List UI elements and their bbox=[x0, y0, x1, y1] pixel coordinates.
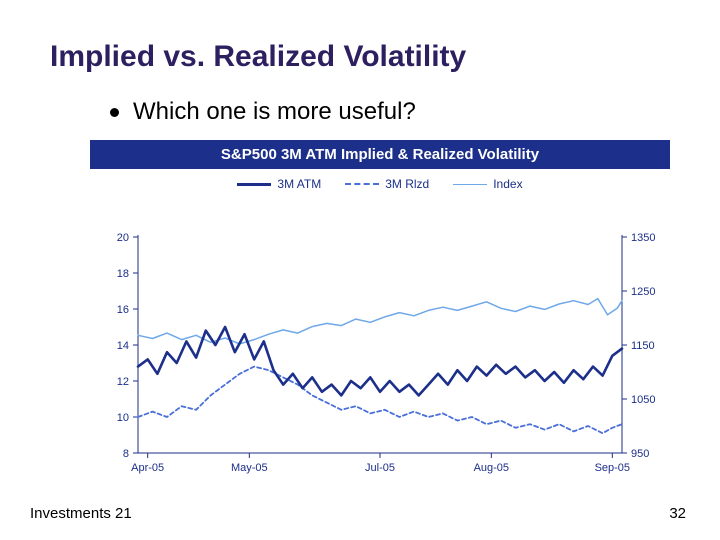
legend-swatch-rlzd bbox=[345, 183, 379, 185]
chart-container: S&P500 3M ATM Implied & Realized Volatil… bbox=[90, 140, 670, 485]
chart-svg: 8 10 12 14 16 18 20 950 1050 1150 1250 1350 Apr-05 Ma… bbox=[90, 195, 670, 485]
svg-text:1050: 1050 bbox=[631, 394, 655, 406]
svg-text:18: 18 bbox=[117, 268, 129, 280]
legend-swatch-index bbox=[453, 184, 487, 185]
legend-label-atm: 3M ATM bbox=[277, 177, 321, 191]
bullet-item: Which one is more useful? bbox=[110, 98, 670, 126]
svg-text:10: 10 bbox=[117, 412, 129, 424]
svg-text:Apr-05: Apr-05 bbox=[131, 462, 164, 474]
svg-text:Sep-05: Sep-05 bbox=[595, 462, 630, 474]
chart-legend: 3M ATM 3M Rlzd Index bbox=[90, 169, 670, 195]
svg-text:1250: 1250 bbox=[631, 286, 655, 298]
bullet-icon bbox=[110, 108, 119, 117]
bullet-text: Which one is more useful? bbox=[133, 98, 416, 126]
page-number: 32 bbox=[669, 505, 686, 522]
svg-text:16: 16 bbox=[117, 304, 129, 316]
svg-text:950: 950 bbox=[631, 448, 649, 460]
chart-title-band: S&P500 3M ATM Implied & Realized Volatil… bbox=[90, 140, 670, 169]
svg-text:Jul-05: Jul-05 bbox=[365, 462, 395, 474]
legend-item-rlzd: 3M Rlzd bbox=[345, 177, 429, 191]
chart-plot-area: 8 10 12 14 16 18 20 950 1050 1150 1250 1350 Apr-05 Ma… bbox=[90, 195, 670, 485]
svg-text:Aug-05: Aug-05 bbox=[474, 462, 509, 474]
legend-item-atm: 3M ATM bbox=[237, 177, 321, 191]
legend-label-rlzd: 3M Rlzd bbox=[385, 177, 429, 191]
svg-text:1150: 1150 bbox=[631, 340, 655, 352]
svg-text:12: 12 bbox=[117, 376, 129, 388]
svg-text:1350: 1350 bbox=[631, 232, 655, 244]
svg-text:May-05: May-05 bbox=[231, 462, 268, 474]
svg-text:14: 14 bbox=[117, 340, 129, 352]
footer-left: Investments 21 bbox=[30, 505, 132, 522]
legend-item-index: Index bbox=[453, 177, 522, 191]
slide-title: Implied vs. Realized Volatility bbox=[50, 40, 670, 74]
legend-label-index: Index bbox=[493, 177, 522, 191]
svg-text:20: 20 bbox=[117, 232, 129, 244]
legend-swatch-atm bbox=[237, 183, 271, 186]
svg-text:8: 8 bbox=[123, 448, 129, 460]
